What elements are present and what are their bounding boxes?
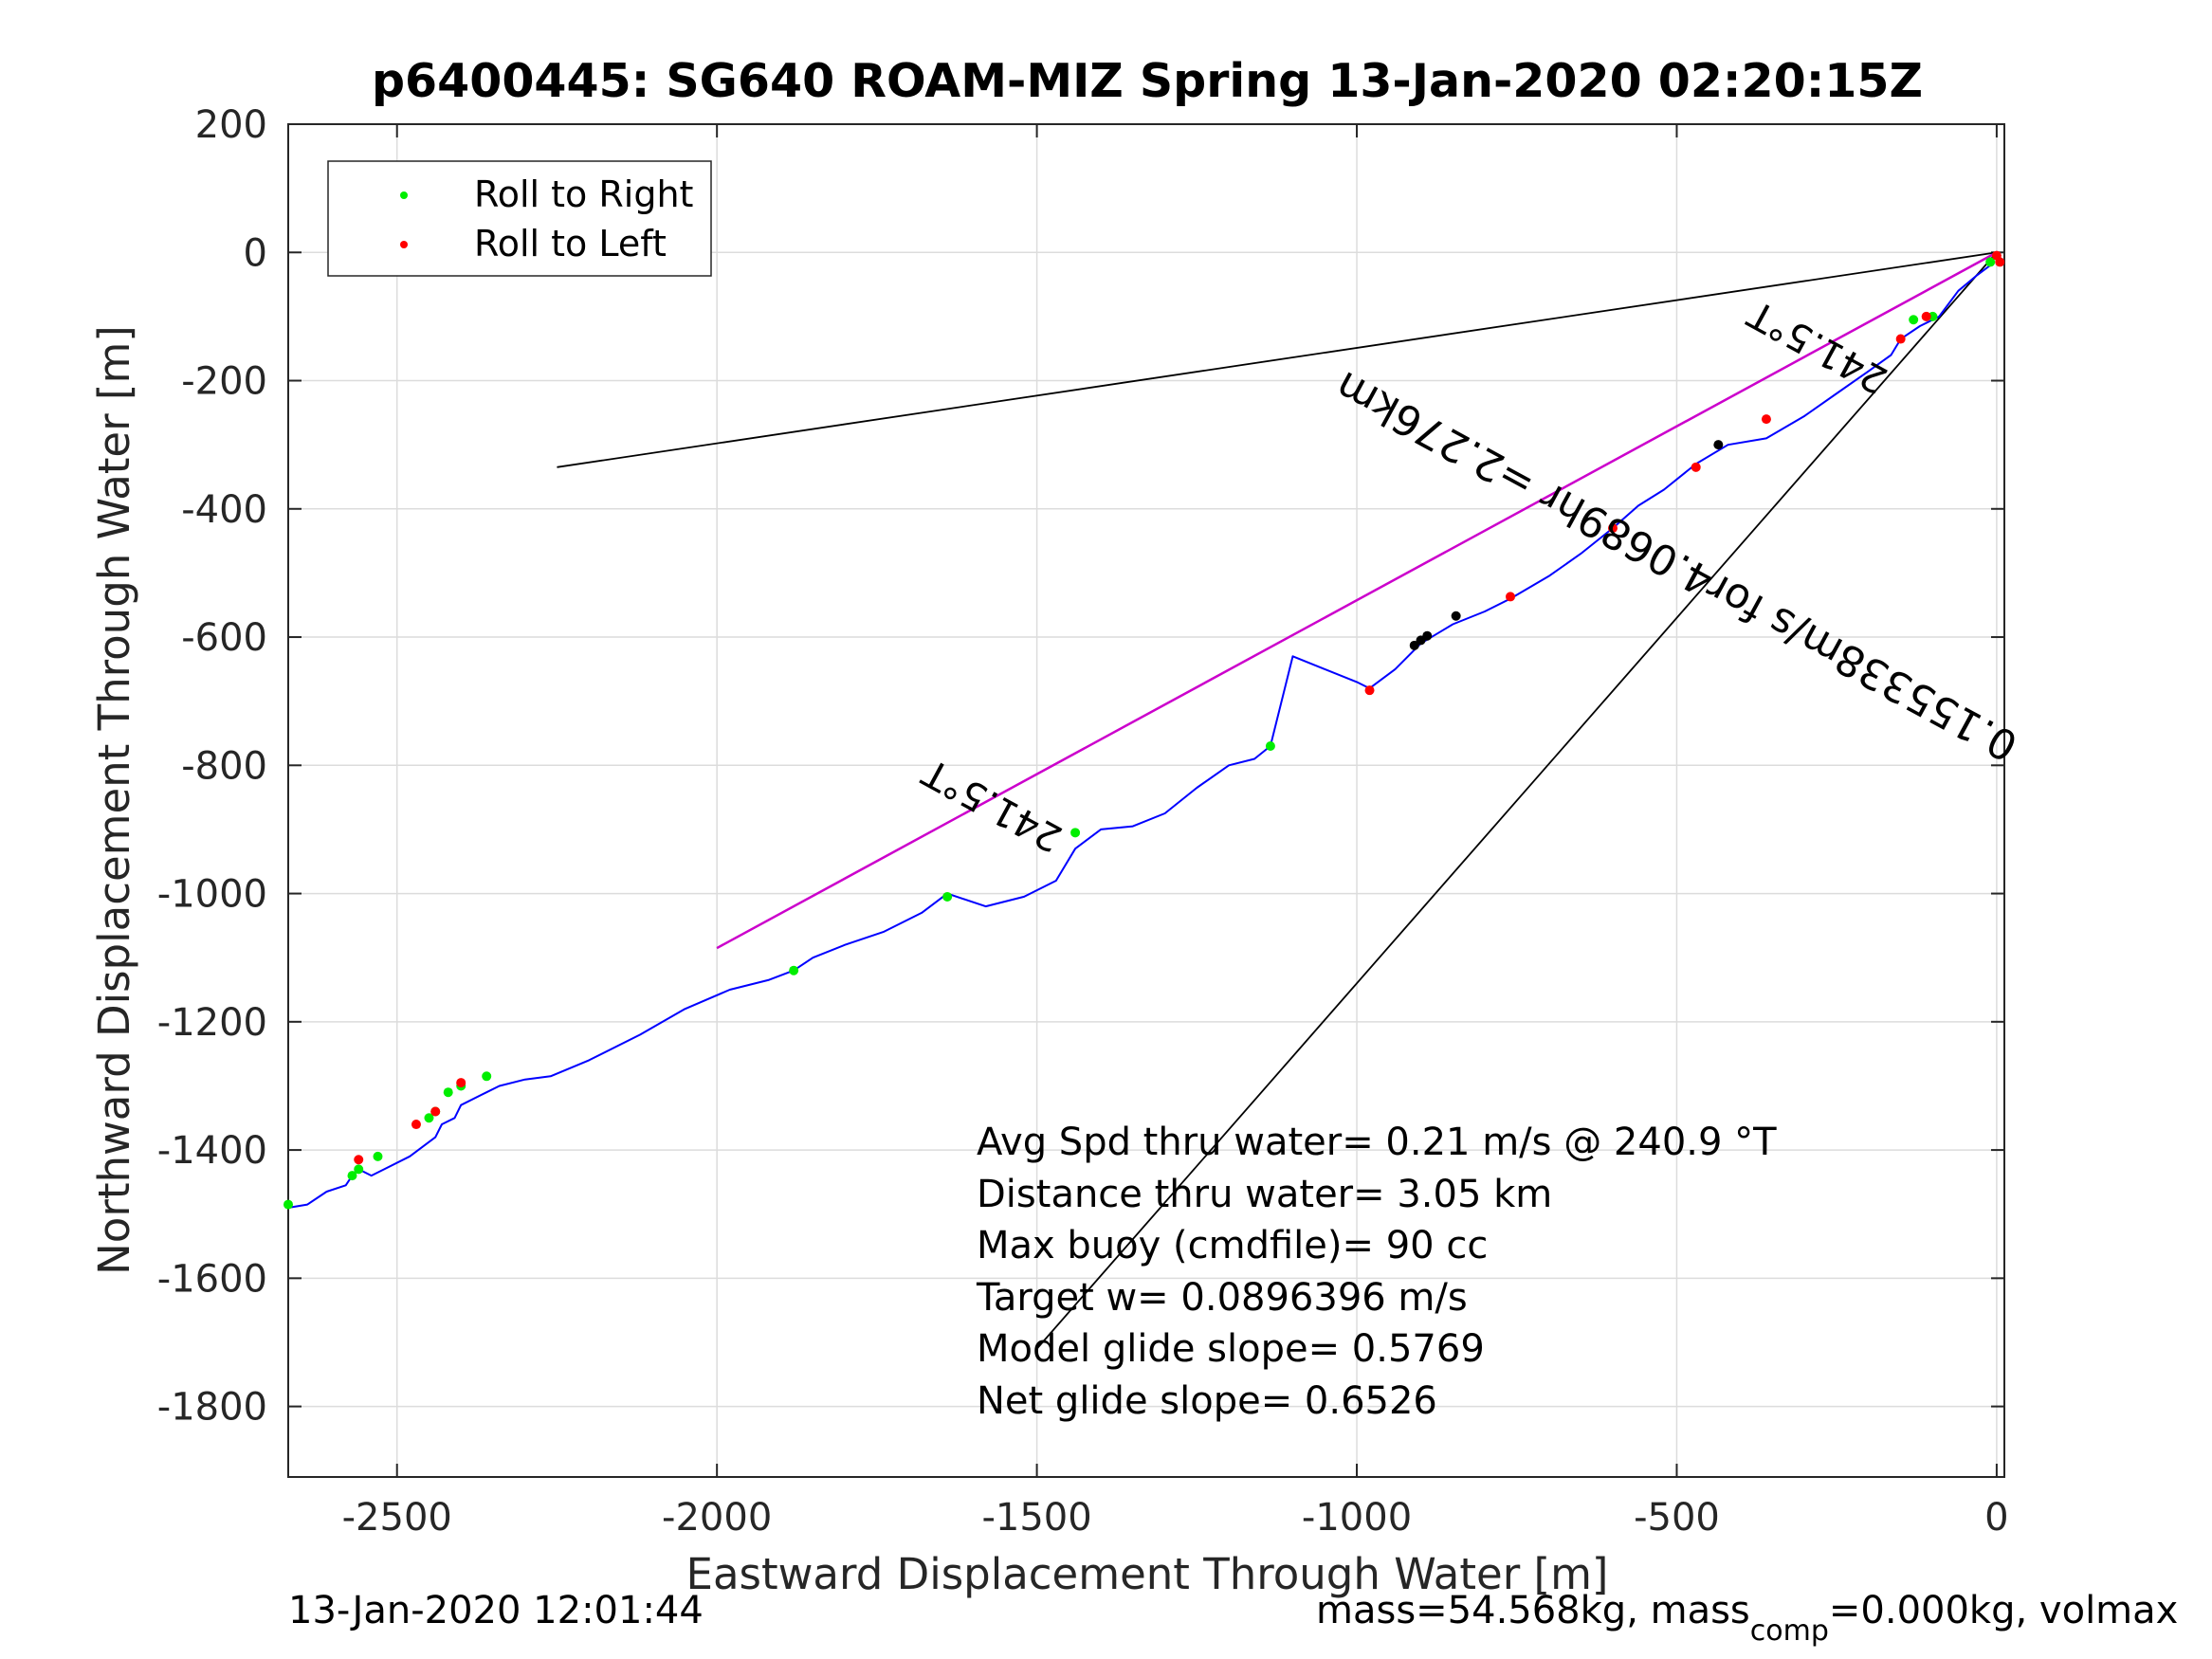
legend-label-roll-left: Roll to Left (474, 223, 667, 264)
y-tick-label: -1400 (157, 1129, 267, 1173)
x-tick-label: -1000 (1302, 1496, 1412, 1540)
roll-left-point (1921, 311, 1931, 321)
roll-right-point (1909, 315, 1919, 325)
roll-right-point (789, 965, 799, 975)
roll-left-point (456, 1078, 466, 1088)
roll-left-point (354, 1155, 364, 1165)
annotation-model-glide: Model glide slope= 0.5769 (977, 1327, 1485, 1371)
roll-right-point (347, 1171, 357, 1181)
roll-right-point (354, 1164, 364, 1175)
legend-label-roll-right: Roll to Right (474, 173, 693, 215)
footer-mass-prefix: mass=54.568kg, mass (1316, 1589, 1750, 1632)
footer-timestamp: 13-Jan-2020 12:01:44 (288, 1589, 704, 1632)
roll-left-point (1364, 685, 1375, 696)
x-tick-label: -2500 (342, 1496, 452, 1540)
roll-left-point (1895, 334, 1906, 344)
chart-title: p6400445: SG640 ROAM-MIZ Spring 13-Jan-2… (372, 54, 1923, 108)
annotation-distance: Distance thru water= 3.05 km (977, 1173, 1552, 1216)
roll-right-point (1985, 257, 1996, 267)
roll-right-point (1265, 741, 1275, 752)
waypoint-dot (1451, 611, 1461, 621)
annotation-avg-speed: Avg Spd thru water= 0.21 m/s @ 240.9 °T (977, 1121, 1777, 1164)
waypoint-dot (1422, 630, 1433, 641)
y-tick-label: -200 (181, 360, 267, 404)
roll-right-point (424, 1113, 434, 1123)
y-tick-label: -1200 (157, 1001, 267, 1045)
y-tick-label: 200 (195, 103, 267, 147)
ticks: -2500 -2000 -1500 -1000 -500 0 200 0 -200 -400 -60… (157, 103, 2009, 1540)
roll-left-point (1995, 257, 2005, 267)
y-axis-label: Northward Displacement Through Water [m] (89, 325, 139, 1275)
axes-box (287, 123, 2005, 1478)
legend-box (327, 160, 712, 277)
roll-right-point (942, 891, 953, 902)
roll-left-point (1761, 414, 1771, 425)
glider-track (287, 251, 1998, 1209)
x-tick-label: -500 (1634, 1496, 1720, 1540)
roll-left-point (1691, 462, 1701, 472)
waypoint-dot (1713, 440, 1724, 450)
x-tick-label: -2000 (662, 1496, 772, 1540)
annotation-target-w: Target w= 0.0896396 m/s (976, 1276, 1468, 1320)
roll-right-point (283, 1199, 293, 1210)
annotation-max-buoy: Max buoy (cmdfile)= 90 cc (977, 1224, 1488, 1267)
roll-left-point (1506, 592, 1516, 602)
x-tick-label: 0 (1984, 1496, 2008, 1540)
roll-left-point (1607, 523, 1618, 534)
y-tick-label: -1000 (157, 873, 267, 917)
y-tick-label: -600 (181, 616, 267, 660)
footer-mass: mass=54.568kg, masscomp=0.000kg, volmax (1316, 1589, 2178, 1648)
y-tick-label: 0 (244, 231, 267, 275)
legend: Roll to Right Roll to Left (327, 160, 712, 277)
roll-right-point (482, 1071, 492, 1082)
track-line (287, 251, 1998, 1209)
reference-line-3 (1035, 251, 1998, 1350)
y-tick-label: -800 (181, 744, 267, 788)
roll-left-point (430, 1106, 441, 1117)
footer-mass-suffix: =0.000kg, volmax (1829, 1589, 2178, 1632)
roll-right-point (1070, 828, 1081, 838)
y-tick-label: -400 (181, 488, 267, 532)
x-tick-label: -1500 (981, 1496, 1091, 1540)
y-tick-label: -1800 (157, 1386, 267, 1430)
legend-marker-roll-left (400, 241, 408, 248)
roll-right-point (443, 1087, 453, 1098)
reference-line-2 (716, 251, 1998, 950)
roll-right-point (373, 1151, 383, 1161)
footer-mass-subscript: comp (1750, 1614, 1829, 1648)
roll-points (283, 250, 2005, 1210)
reference-line-0 (557, 251, 1998, 468)
roll-left-point (411, 1120, 421, 1130)
y-tick-label: -1600 (157, 1257, 267, 1301)
reference-lines (557, 251, 1998, 1350)
stats-annotations: Avg Spd thru water= 0.21 m/s @ 240.9 °T … (976, 1121, 1777, 1423)
annotation-net-glide: Net glide slope= 0.6526 (977, 1379, 1437, 1423)
waypoint-dot (1409, 640, 1419, 650)
legend-marker-roll-right (400, 191, 408, 199)
x-axis-label: Eastward Displacement Through Water [m] (686, 1549, 1609, 1599)
